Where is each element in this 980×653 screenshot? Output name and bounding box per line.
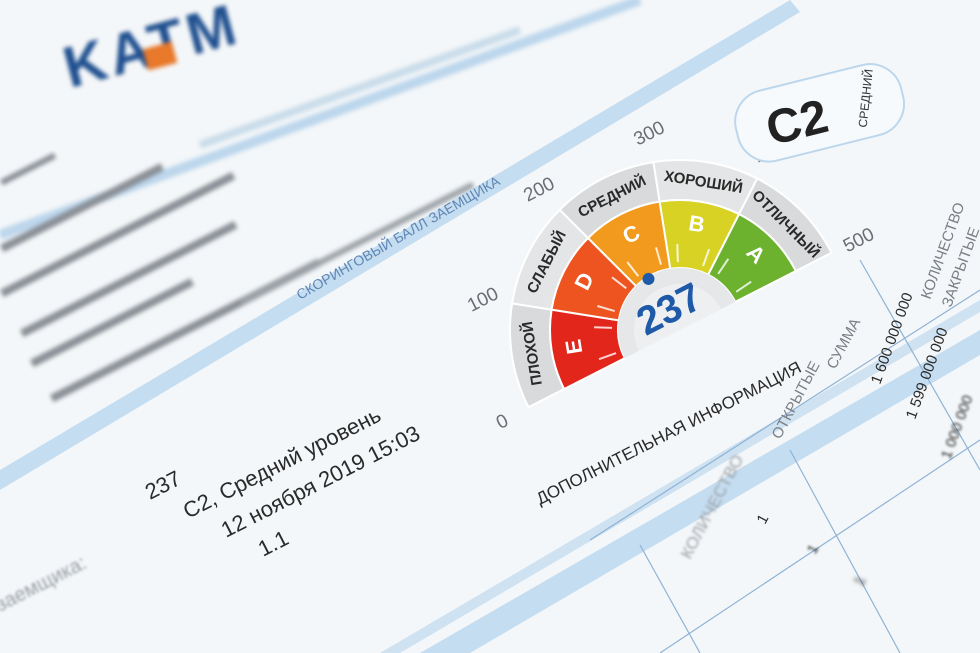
badge-frame bbox=[734, 63, 906, 163]
grade-badge: C2 СРЕДНИЙ bbox=[734, 63, 906, 163]
additional-band-edge bbox=[380, 300, 980, 653]
blurred-text bbox=[0, 171, 236, 298]
gauge-tick bbox=[626, 261, 640, 277]
section-band bbox=[0, 0, 800, 490]
gauge-tick bbox=[702, 248, 711, 267]
header-area: KATM bbox=[0, 0, 642, 403]
gauge-grade: E bbox=[560, 338, 587, 356]
gauge-tick bbox=[735, 280, 752, 293]
divider bbox=[198, 26, 522, 149]
table-grid bbox=[589, 259, 980, 653]
gauge-tick bbox=[655, 247, 662, 265]
blurred-text bbox=[0, 163, 165, 253]
blurred-text bbox=[30, 278, 195, 368]
logo-accent bbox=[142, 41, 178, 71]
gauge-tick bbox=[598, 352, 617, 361]
gauge-grade: B bbox=[687, 210, 707, 237]
gauge-tick bbox=[717, 258, 730, 275]
gauge-tick bbox=[594, 326, 613, 329]
additional-band bbox=[420, 330, 980, 653]
blurred-text bbox=[240, 181, 475, 306]
gauge-hub-inner bbox=[634, 284, 721, 351]
gauge-tick bbox=[676, 244, 679, 263]
gauge-tick bbox=[597, 305, 615, 312]
gauge-pointer bbox=[642, 272, 655, 285]
blurred-text bbox=[20, 221, 238, 338]
gauge-tick bbox=[611, 276, 627, 290]
badge-label: СРЕДНИЙ bbox=[855, 68, 876, 128]
blurred-text bbox=[0, 152, 57, 186]
